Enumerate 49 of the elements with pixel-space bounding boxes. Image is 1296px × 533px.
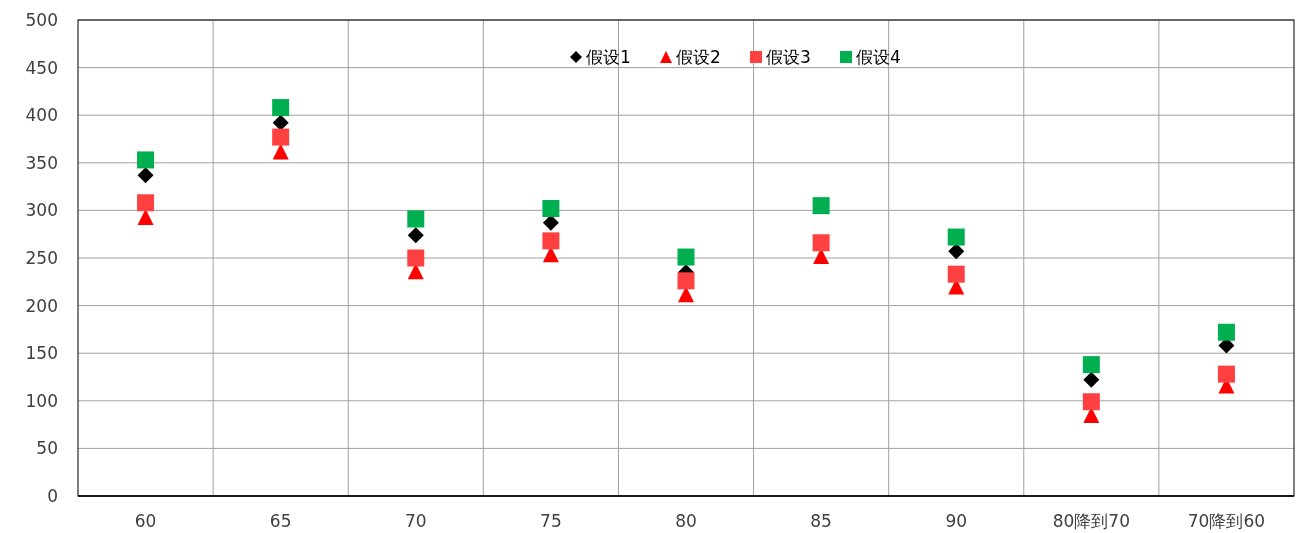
point bbox=[407, 210, 425, 228]
y-tick-label: 50 bbox=[36, 438, 58, 459]
point bbox=[1083, 371, 1100, 388]
x-tick-label: 75 bbox=[540, 511, 562, 531]
y-tick-label: 350 bbox=[25, 152, 58, 173]
y-tick-label: 0 bbox=[47, 486, 58, 506]
point bbox=[272, 114, 289, 131]
point bbox=[812, 197, 830, 215]
x-tick-label: 70 bbox=[404, 511, 427, 531]
x-tick-label: 90 bbox=[945, 511, 968, 531]
y-tick-label: 250 bbox=[25, 248, 58, 268]
point bbox=[137, 194, 155, 212]
y-tick-label: 150 bbox=[25, 343, 58, 364]
y-tick-label: 100 bbox=[25, 390, 58, 411]
legend-label: 假设1 bbox=[586, 47, 631, 67]
legend-label: 假设3 bbox=[766, 47, 811, 67]
point bbox=[542, 232, 560, 250]
point bbox=[1082, 393, 1100, 411]
point bbox=[272, 128, 290, 146]
x-tick-label: 80降到70 bbox=[1052, 511, 1130, 531]
point bbox=[677, 248, 695, 266]
point bbox=[947, 228, 965, 246]
point bbox=[407, 249, 425, 267]
y-tick-label: 500 bbox=[25, 10, 58, 30]
x-tick-label: 80 bbox=[675, 511, 697, 531]
y-tick-label: 400 bbox=[25, 105, 58, 126]
point bbox=[947, 265, 965, 283]
y-tick-label: 450 bbox=[25, 57, 58, 78]
point bbox=[812, 234, 830, 252]
point bbox=[948, 243, 965, 260]
x-tick-label: 65 bbox=[269, 511, 292, 531]
point bbox=[137, 167, 154, 184]
point bbox=[1217, 365, 1235, 383]
point bbox=[1082, 356, 1100, 374]
point bbox=[542, 200, 560, 217]
point bbox=[272, 143, 289, 160]
point bbox=[407, 227, 424, 244]
point bbox=[677, 272, 695, 290]
y-tick-label: 300 bbox=[25, 200, 58, 221]
point bbox=[137, 209, 154, 226]
x-tick-label: 60 bbox=[134, 511, 157, 531]
legend-label: 假设2 bbox=[676, 47, 721, 67]
y-tick-label: 200 bbox=[25, 295, 58, 316]
x-tick-label: 85 bbox=[810, 511, 832, 531]
legend-label: 假设4 bbox=[856, 47, 901, 67]
x-tick-label: 70降到60 bbox=[1187, 511, 1266, 531]
point bbox=[272, 99, 290, 117]
point bbox=[137, 151, 155, 169]
point bbox=[1217, 323, 1235, 341]
